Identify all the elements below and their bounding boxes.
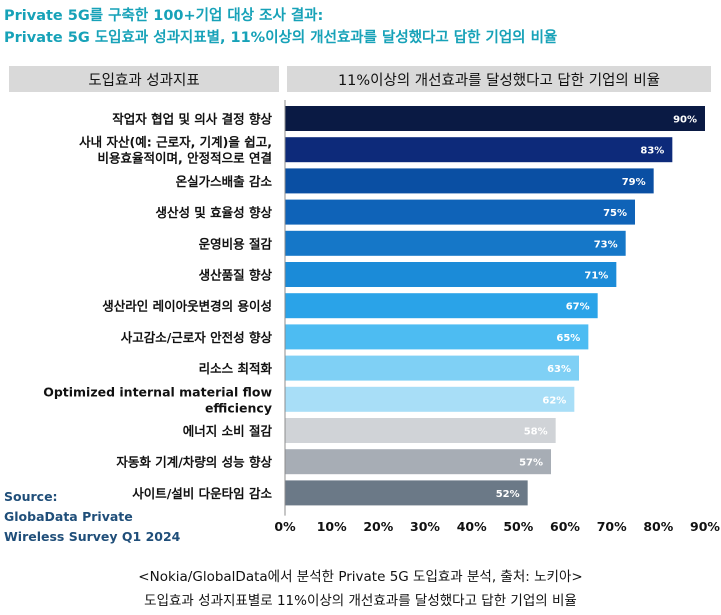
x-tick-label-20: 20% (363, 519, 393, 534)
bar-10 (285, 386, 575, 412)
bar-value-label-9: 63% (547, 364, 571, 375)
x-tick-label-50: 50% (503, 519, 533, 534)
category-label-8: 사고감소/근로자 안전성 향상 (121, 330, 273, 345)
category-label-13: 사이트/설비 다운타임 감소 (132, 486, 272, 501)
bar-chart: 90% 작업자 협업 및 의사 결정 향상 83% 사내 자산(예: 근로자, 기계)… (43, 100, 720, 534)
category-label-4: 생산성 및 효율성 향상 (155, 205, 272, 220)
source-line-1: Source: (4, 489, 58, 504)
bar-value-label-4: 75% (603, 208, 627, 219)
bar-7 (285, 293, 598, 319)
bar-value-label-13: 52% (496, 489, 520, 500)
category-label-1: 작업자 협업 및 의사 결정 향상 (112, 112, 272, 127)
bar-value-label-8: 65% (556, 333, 580, 344)
header-value-column: 11%이상의 개선효과를 달성했다고 답한 기업의 비율 (287, 66, 711, 92)
caption-line-2: 도입효과 성과지표별로 11%이상의 개선효과를 달성했다고 답한 기업의 비율 (144, 593, 577, 609)
category-label-3: 온실가스배출 감소 (176, 174, 273, 189)
x-tick-label-30: 30% (410, 519, 440, 534)
bar-9 (285, 355, 579, 381)
category-label-7: 생산라인 레이아웃변경의 용이성 (102, 299, 272, 314)
bar-value-label-7: 67% (566, 302, 590, 313)
x-tick-label-10: 10% (317, 519, 347, 534)
chart-title-line2: Private 5G 도입효과 성과지표별, 11%이상의 개선효과를 달성했다… (4, 30, 558, 46)
bar-value-label-2: 83% (640, 146, 664, 157)
source-line-2: GlobaData Private (4, 509, 133, 524)
caption-line-1: <Nokia/GlobalData에서 분석한 Private 5G 도입효과 … (138, 569, 583, 585)
x-tick-label-80: 80% (643, 519, 673, 534)
x-tick-label-40: 40% (457, 519, 487, 534)
bar-2 (285, 137, 673, 163)
category-label-10: Optimized internal material flow efficien… (43, 384, 272, 415)
category-label-11: 에너지 소비 절감 (183, 424, 273, 439)
bar-12 (285, 449, 551, 475)
bar-11 (285, 418, 556, 443)
bar-3 (285, 168, 654, 194)
bar-value-label-6: 71% (584, 271, 608, 282)
header-value-label: 11%이상의 개선효과를 달성했다고 답한 기업의 비율 (337, 72, 661, 89)
bar-13 (285, 480, 528, 506)
header-category-label: 도입효과 성과지표 (88, 72, 200, 89)
bar-value-label-3: 79% (622, 177, 646, 188)
category-label-9: 리소스 최적화 (199, 361, 273, 376)
chart-title-line1: Private 5G를 구축한 100+기업 대상 조사 결과: (4, 8, 324, 24)
x-tick-label-90: 90% (690, 519, 720, 534)
category-label-5: 운영비용 절감 (199, 236, 273, 251)
bar-8 (285, 324, 589, 350)
header-category-column: 도입효과 성과지표 (9, 66, 279, 92)
source-line-3: Wireless Survey Q1 2024 (4, 529, 181, 544)
bar-6 (285, 262, 617, 287)
x-tick-label-60: 60% (550, 519, 580, 534)
x-tick-label-0: 0% (274, 519, 296, 534)
bar-value-label-11: 58% (524, 427, 548, 438)
category-label-6: 생산품질 향상 (199, 268, 273, 283)
category-label-2: 사내 자산(예: 근로자, 기계)을 쉽고, 비용효율적이며, 안정적으로 연결 (79, 135, 272, 166)
bar-value-label-10: 62% (542, 395, 566, 406)
bar-value-label-12: 57% (519, 458, 543, 469)
source-note: Source: GlobaData Private Wireless Surve… (4, 487, 180, 547)
bar-value-label-5: 73% (594, 239, 618, 250)
x-tick-label-70: 70% (597, 519, 627, 534)
bar-4 (285, 199, 635, 225)
bar-value-label-1: 90% (673, 115, 697, 126)
category-label-12: 자동화 기계/차량의 성능 향상 (116, 455, 272, 470)
bar-1 (285, 106, 705, 131)
bar-5 (285, 230, 626, 256)
